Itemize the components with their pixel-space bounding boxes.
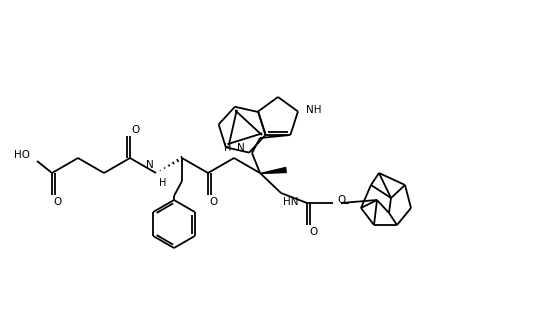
Text: HO: HO xyxy=(14,150,30,160)
Text: O: O xyxy=(132,125,140,135)
Text: N: N xyxy=(146,160,154,170)
Text: O: O xyxy=(210,197,218,207)
Text: H: H xyxy=(224,143,231,153)
Text: O: O xyxy=(337,195,345,205)
Text: NH: NH xyxy=(306,105,322,115)
Text: O: O xyxy=(309,227,317,237)
Text: O: O xyxy=(54,197,62,207)
Text: N: N xyxy=(237,143,245,153)
Polygon shape xyxy=(260,168,286,174)
Text: H: H xyxy=(159,178,167,188)
Text: HN: HN xyxy=(283,197,299,207)
